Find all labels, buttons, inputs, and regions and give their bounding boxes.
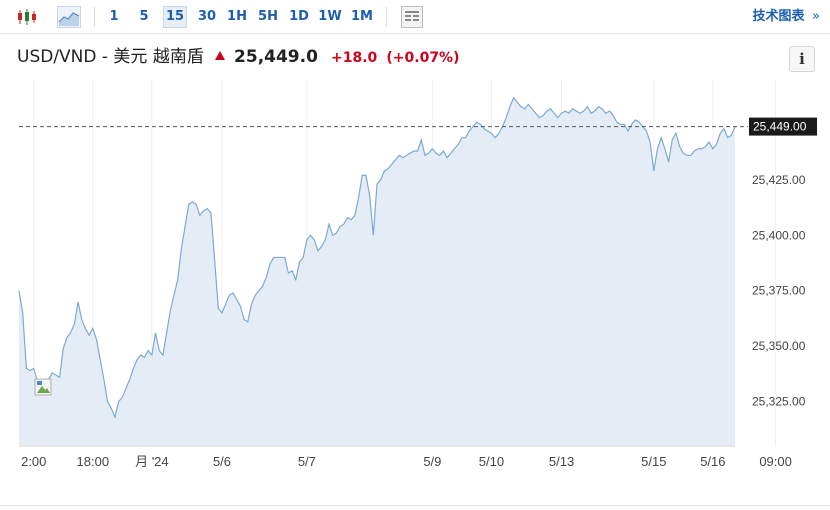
period-5[interactable]: 5 <box>139 9 149 24</box>
period-1h[interactable]: 1H <box>227 9 247 24</box>
last-price-text: 25,449.00 <box>753 120 807 134</box>
x-tick-label: 5/9 <box>423 454 441 469</box>
period-1[interactable]: 1 <box>109 9 119 24</box>
period-30[interactable]: 30 <box>197 9 217 24</box>
x-tick-label: 09:00 <box>759 454 792 469</box>
price-line <box>18 96 736 420</box>
last-price-label: 25,449.00 <box>749 117 817 136</box>
table-icon[interactable] <box>401 6 423 28</box>
price-change-percent: (+0.07%) <box>386 50 460 66</box>
price-chart: 25,449.00 25,425.00 25,400.00 25,375.00 25,… <box>18 80 817 469</box>
x-tick-label: 月 '24 <box>135 454 169 469</box>
y-tick-label: 25,325.00 <box>752 395 806 409</box>
x-tick-label: 5/6 <box>213 454 231 469</box>
x-tick-label: 5/13 <box>549 454 574 469</box>
tech-chart-link[interactable]: 技术图表 » <box>752 6 820 28</box>
period-1w[interactable]: 1W <box>318 9 342 24</box>
price-area <box>19 97 735 446</box>
x-tick-label: 5/16 <box>700 454 725 469</box>
chevron-right-icon: » <box>812 9 820 24</box>
period-1d[interactable]: 1D <box>289 9 309 24</box>
candlestick-icon[interactable] <box>16 6 38 28</box>
toolbar-divider <box>386 7 387 27</box>
quote-header: USD/VND - 美元 越南盾 25,449.0 +18.0 (+0.07%) <box>17 44 460 70</box>
x-tick-label: 5/7 <box>298 454 316 469</box>
footer-divider <box>0 505 830 506</box>
tech-chart-label: 技术图表 <box>752 9 805 24</box>
period-15[interactable]: 15 <box>163 6 187 28</box>
up-arrow-icon <box>214 51 225 60</box>
y-tick-label: 25,425.00 <box>752 173 806 187</box>
price-change: +18.0 <box>331 50 378 66</box>
x-tick-label: 5/15 <box>641 454 666 469</box>
y-tick-label: 25,375.00 <box>752 284 806 298</box>
toolbar-divider <box>94 7 95 27</box>
x-tick-label: 2:00 <box>21 454 46 469</box>
period-1m[interactable]: 1M <box>351 9 373 24</box>
x-tick-label: 5/10 <box>479 454 504 469</box>
area-chart-icon[interactable] <box>57 6 81 28</box>
last-price: 25,449.0 <box>234 47 318 67</box>
broken-image-icon <box>34 378 52 396</box>
period-5h[interactable]: 5H <box>258 9 278 24</box>
y-tick-label: 25,400.00 <box>752 228 806 242</box>
chart-toolbar: 1 5 15 30 1H 5H 1D 1W 1M 技术图表 » <box>0 0 830 34</box>
currency-pair: USD/VND - 美元 越南盾 <box>17 47 204 67</box>
info-button[interactable]: i <box>789 46 815 72</box>
y-tick-label: 25,350.00 <box>752 339 806 353</box>
x-tick-label: 18:00 <box>77 454 110 469</box>
